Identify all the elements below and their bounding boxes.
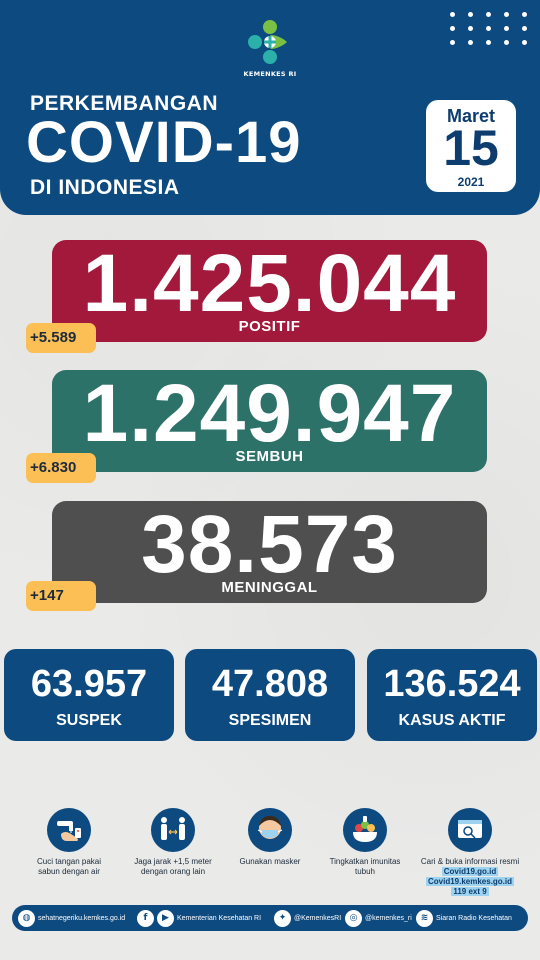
date-year: 2021 [457, 175, 485, 189]
mask-icon [248, 808, 292, 852]
title-bottom: DI INDONESIA [30, 176, 180, 199]
tip-distance: Jaga jarak +1,5 meter dengan orang lain [118, 808, 228, 877]
info-link-kemkes[interactable]: Covid19.kemkes.go.id [425, 877, 515, 886]
suspect-value: 63.957 [30, 663, 148, 705]
positive-delta-badge: +5.589 [26, 323, 96, 353]
recovered-label: SEMBUH [235, 448, 304, 465]
tip-information-text: Cari & buka informasi resmi [420, 857, 520, 866]
facebook-icon: f [137, 909, 154, 927]
tip-distance-text: Jaga jarak +1,5 meter dengan orang lain [134, 857, 212, 876]
footer-ministry[interactable]: f ▶ Kementerian Kesehatan RI [137, 905, 261, 931]
footer-twitter-text: @KemenkesRI [294, 914, 342, 922]
tip-mask-text: Gunakan masker [239, 857, 301, 866]
tip-handwash: Cuci tangan pakai sabun dengan air [14, 808, 124, 877]
distance-icon [151, 808, 195, 852]
tip-mask: Gunakan masker [215, 808, 325, 867]
deaths-label: MENINGGAL [221, 579, 318, 596]
footer-website-text: sehatnegeriku.kemkes.go.id [38, 914, 126, 922]
specimen-label: SPESIMEN [228, 712, 312, 729]
title-top: PERKEMBANGAN [30, 92, 219, 115]
footer-bar: ◍ sehatnegeriku.kemkes.go.id f ▶ Kemente… [12, 905, 528, 931]
page-title: COVID-19 [26, 110, 302, 175]
date-day: 15 [443, 120, 499, 176]
recovered-card: 1.249.947 SEMBUH [52, 370, 487, 472]
deaths-card: 38.573 MENINGGAL [52, 501, 487, 603]
info-hotline: 119 ext 9 [451, 887, 489, 896]
footer-website[interactable]: ◍ sehatnegeriku.kemkes.go.id [18, 905, 125, 931]
footer-radio-text: Siaran Radio Kesehatan [436, 914, 512, 922]
date-month: Maret [446, 106, 495, 126]
tip-handwash-text: Cuci tangan pakai sabun dengan air [36, 857, 102, 876]
active-cases-card: 136.524 KASUS AKTIF [367, 649, 537, 741]
info-browser-icon [448, 808, 492, 852]
active-cases-value: 136.524 [383, 663, 521, 705]
tip-information: Cari & buka informasi resmi Covid19.go.i… [410, 808, 530, 897]
tip-immunity: Tingkatkan imunitas tubuh [310, 808, 420, 877]
instagram-icon: ◎ [345, 909, 362, 927]
immunity-icon [343, 808, 387, 852]
positive-value: 1.425.044 [82, 238, 457, 329]
info-link-covid19[interactable]: Covid19.go.id [441, 867, 499, 876]
date-card: Maret 15 2021 [426, 100, 516, 192]
radio-icon: ≋ [416, 909, 433, 927]
deaths-delta-badge: +147 [26, 581, 96, 611]
suspect-card: 63.957 SUSPEK [4, 649, 174, 741]
footer-radio[interactable]: ≋ Siaran Radio Kesehatan [416, 905, 512, 931]
deaths-value: 38.573 [141, 499, 398, 590]
footer-instagram-text: @kemenkes_ri [365, 914, 412, 922]
header-banner: KEMENKES RI PERKEMBANGAN COVID-19 DI IND… [0, 0, 540, 215]
specimen-card: 47.808 SPESIMEN [185, 649, 355, 741]
decorative-dots [448, 10, 528, 50]
globe-icon: ◍ [18, 909, 35, 927]
footer-twitter[interactable]: ✦ @KemenkesRI [274, 905, 341, 931]
recovered-delta-badge: +6.830 [26, 453, 96, 483]
kemenkes-logo-icon [248, 20, 287, 64]
logo-text: KEMENKES RI [243, 70, 297, 78]
positive-card: 1.425.044 POSITIF [52, 240, 487, 342]
footer-ministry-text: Kementerian Kesehatan RI [177, 914, 262, 922]
tip-immunity-text: Tingkatkan imunitas tubuh [329, 857, 401, 876]
twitter-icon: ✦ [274, 909, 291, 927]
recovered-value: 1.249.947 [82, 368, 457, 459]
youtube-icon: ▶ [157, 909, 174, 927]
active-cases-label: KASUS AKTIF [398, 712, 506, 729]
handwash-icon [47, 808, 91, 852]
footer-instagram[interactable]: ◎ @kemenkes_ri [345, 905, 412, 931]
positive-label: POSITIF [238, 318, 301, 335]
suspect-label: SUSPEK [56, 712, 122, 729]
specimen-value: 47.808 [211, 663, 329, 705]
